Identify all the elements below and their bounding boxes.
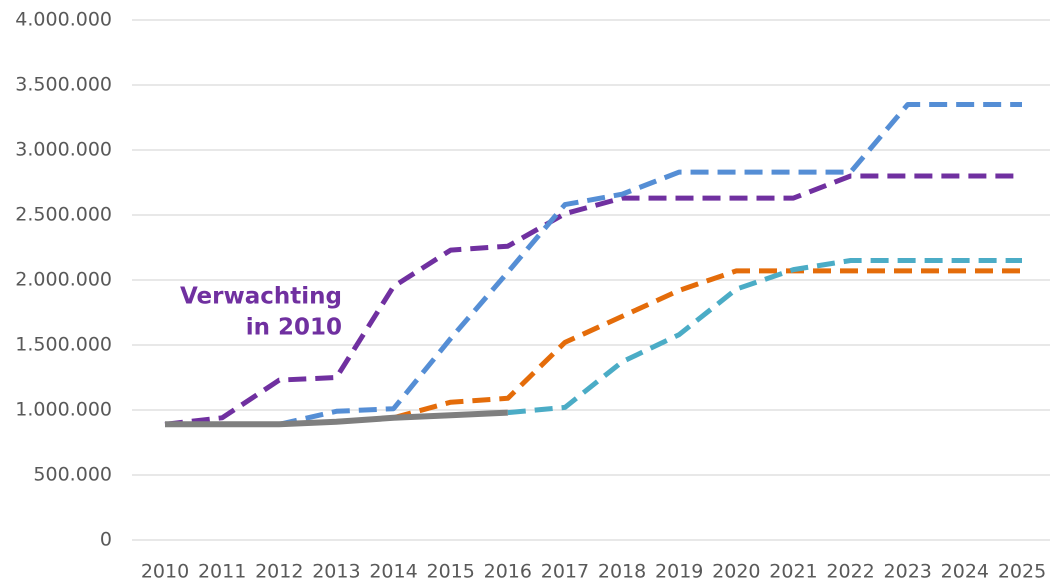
x-tick-label: 2012 [255, 561, 303, 583]
series-line [392, 268, 1022, 421]
series-line [507, 258, 1022, 416]
x-tick-label: 2016 [484, 561, 532, 583]
x-tick-label: 2021 [769, 561, 817, 583]
x-tick-label: 2020 [712, 561, 760, 583]
annotation: in 2010 [246, 315, 342, 341]
x-tick-label: 2023 [884, 561, 932, 583]
x-tick-label: 2019 [655, 561, 703, 583]
y-tick-label: 1.000.000 [15, 399, 112, 421]
x-tick-label: 2010 [141, 561, 189, 583]
y-tick-label: 0 [100, 529, 112, 551]
y-tick-label: 1.500.000 [15, 334, 112, 356]
y-tick-label: 2.500.000 [15, 204, 112, 226]
x-tick-label: 2024 [941, 561, 989, 583]
series-line [165, 409, 508, 428]
x-tick-label: 2017 [541, 561, 589, 583]
x-tick-label: 2013 [312, 561, 360, 583]
y-tick-label: 500.000 [33, 464, 112, 486]
x-tick-label: 2018 [598, 561, 646, 583]
y-tick-label: 3.500.000 [15, 74, 112, 96]
x-tick-label: 2014 [369, 561, 417, 583]
annotation: Verwachting [180, 284, 342, 310]
y-tick-label: 2.000.000 [15, 269, 112, 291]
series-line [278, 102, 1022, 427]
y-tick-label: 3.000.000 [15, 139, 112, 161]
x-tick-label: 2022 [826, 561, 874, 583]
x-tick-label: 2015 [426, 561, 474, 583]
x-tick-label: 2011 [198, 561, 246, 583]
x-tick-label: 2025 [998, 561, 1046, 583]
y-tick-label: 4.000.000 [15, 9, 112, 31]
